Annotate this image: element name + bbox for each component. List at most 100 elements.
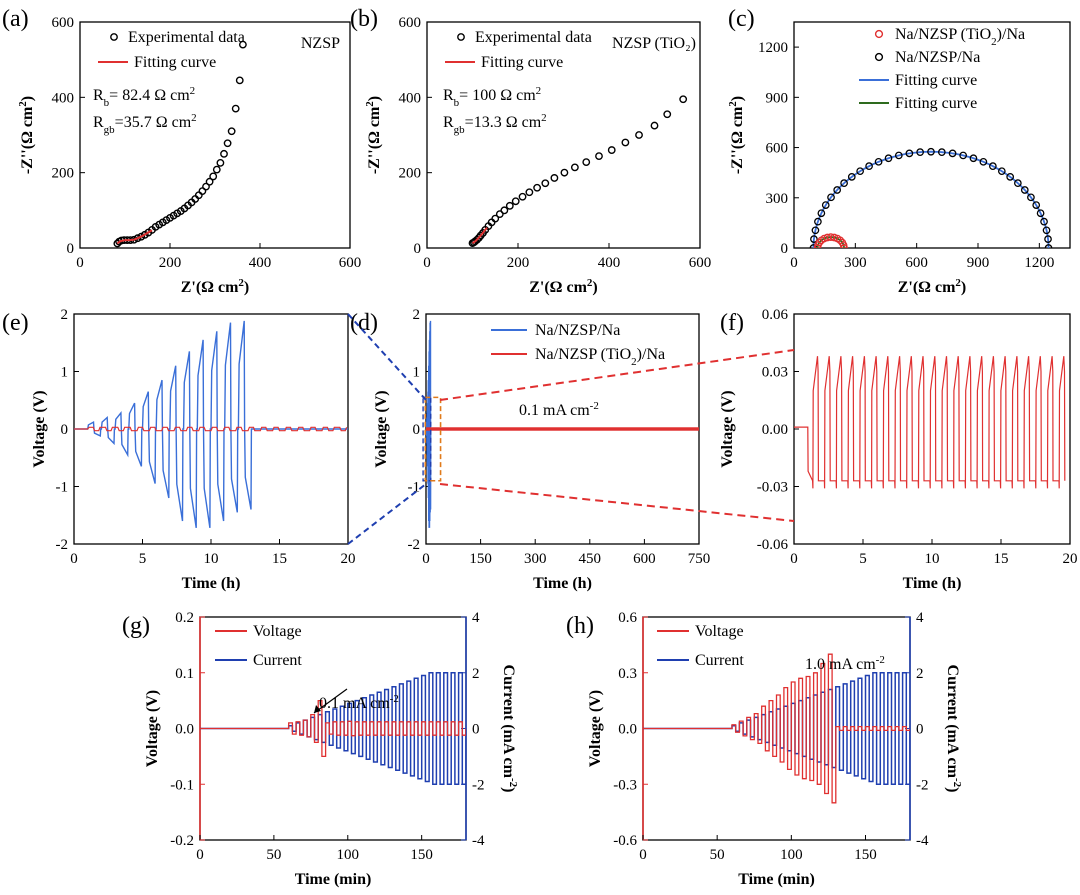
data-point <box>227 127 236 136</box>
text-span: 2 <box>191 112 197 124</box>
data-point <box>205 177 214 186</box>
text-span: R <box>93 87 104 104</box>
data-point <box>663 110 672 119</box>
data-point <box>541 179 550 188</box>
data-point <box>1006 173 1015 181</box>
y-tick-label: 300 <box>766 191 789 207</box>
text-span: )/Na <box>637 346 665 363</box>
x-tick-label: 0 <box>196 847 204 863</box>
x-tick-label: 600 <box>339 255 362 271</box>
legend-label: Fitting curve <box>481 54 563 71</box>
y-tick-label: -0.6 <box>613 833 637 849</box>
x-tick-label: 0 <box>639 847 647 863</box>
data-point <box>1020 186 1029 194</box>
x-tick-label: 5 <box>139 551 147 567</box>
data-point <box>905 149 914 158</box>
text-span: =13.3 Ω cm <box>465 114 542 131</box>
data-point <box>491 214 500 223</box>
text-span: ) <box>366 96 383 101</box>
x-axis-label: Z'(Ω cm2) <box>898 277 967 296</box>
data-point <box>212 165 221 174</box>
legend-label: Fitting curve <box>895 95 977 112</box>
y-tick-label: 2 <box>413 307 421 323</box>
panel-label: (f) <box>720 310 744 336</box>
data-point <box>811 226 820 235</box>
panel-label: (c) <box>728 6 755 32</box>
x-tick-label: 150 <box>410 847 433 863</box>
plot-frame <box>793 21 1071 249</box>
data-point <box>570 163 579 172</box>
x-tick-label: 20 <box>341 551 356 567</box>
legend-label: Na/NZSP/Na <box>535 322 620 339</box>
y-tick-label: 0.2 <box>175 610 194 626</box>
panel-f: 0 5 10 15 20 -0.06 -0.03 0.00 0.03 0.06 (f) Time (h… <box>719 307 1078 592</box>
data-point <box>894 151 903 160</box>
text-span: -Z''(Ω cm <box>19 106 36 174</box>
x-tick-label: 5 <box>859 551 867 567</box>
y-tick-label: 1 <box>61 365 69 381</box>
data-point <box>133 234 142 243</box>
y-tick-label: 400 <box>52 90 75 106</box>
legend-label: Experimental data <box>475 29 592 46</box>
text-span: ) <box>729 96 746 101</box>
data-point <box>560 168 569 177</box>
data-point <box>525 188 534 197</box>
x-axis-label: Time (min) <box>738 871 815 888</box>
data-point <box>1044 235 1052 243</box>
data-point <box>1040 217 1048 226</box>
data-point <box>635 131 643 139</box>
data-point <box>1032 201 1041 209</box>
y-tick-label: 0.0 <box>618 722 637 738</box>
data-point <box>937 148 946 157</box>
panel-b: 0 200 400 600 0 200 400 600 (b) NZSP (TiO₂) Z'(Ω c… <box>350 6 711 296</box>
data-point <box>235 76 244 85</box>
panel-title: NZSP (TiO₂) <box>612 35 696 52</box>
legend-marker-circle <box>874 52 884 62</box>
y2-tick-label: 4 <box>916 610 924 626</box>
y-tick-label: -0.03 <box>757 480 788 496</box>
y-tick-label: 0 <box>781 241 789 257</box>
text-span: ) <box>961 279 966 296</box>
text-span: Current (mA cm <box>500 665 517 779</box>
text-span: = 82.4 Ω cm <box>109 87 190 104</box>
panel-h: 0 50 100 150 -0.6 -0.3 0.0 0.3 0.6 -4 -2 0 2 4 (h) Time… <box>566 610 963 888</box>
text-span: =35.7 Ω cm <box>115 114 192 131</box>
text-span: b <box>454 97 460 109</box>
text-span: -2 <box>590 400 599 412</box>
x-tick-label: 0 <box>422 551 430 567</box>
data-point <box>827 193 835 202</box>
data-point <box>969 154 978 163</box>
plot-frame <box>79 21 351 249</box>
x-axis-label: Time (h) <box>903 575 962 592</box>
y-axis-label: Voltage (V) <box>144 690 161 767</box>
text-span: -2 <box>507 778 519 788</box>
y-tick-label: 0.1 <box>175 666 194 682</box>
legend-label: Fitting curve <box>895 72 977 89</box>
series-band-red <box>426 427 699 431</box>
y-tick-label: 600 <box>766 141 789 157</box>
x-tick-label: 20 <box>1063 551 1078 567</box>
panel-g: 0 50 100 150 -0.2 -0.1 0.0 0.1 0.2 -4 -2 0 2 4 (g) Time… <box>122 610 519 888</box>
fit-curve <box>471 227 488 244</box>
data-point <box>1042 226 1051 235</box>
x-axis-label: Z'(Ω cm2) <box>529 277 598 296</box>
y-axis-label: Voltage (V) <box>587 690 604 767</box>
x-tick-label: 200 <box>507 255 530 271</box>
legend-label: Current <box>253 652 302 669</box>
panel-label: (h) <box>566 613 594 639</box>
y-tick-label: -1 <box>56 480 69 496</box>
text-span: b <box>104 97 110 109</box>
x-axis-label: Time (h) <box>182 575 241 592</box>
y-axis-label: Voltage (V) <box>373 390 390 467</box>
text-span: Na/NZSP (TiO <box>535 346 631 363</box>
panel-label: (g) <box>122 613 150 639</box>
x-tick-label: 750 <box>688 551 711 567</box>
text-span: Z'(Ω cm <box>181 279 239 296</box>
x-tick-label: 600 <box>905 255 928 271</box>
x-tick-label: 100 <box>337 847 360 863</box>
plot-frame <box>426 21 701 249</box>
data-point <box>989 162 997 171</box>
x-tick-label: 1200 <box>1024 255 1054 271</box>
